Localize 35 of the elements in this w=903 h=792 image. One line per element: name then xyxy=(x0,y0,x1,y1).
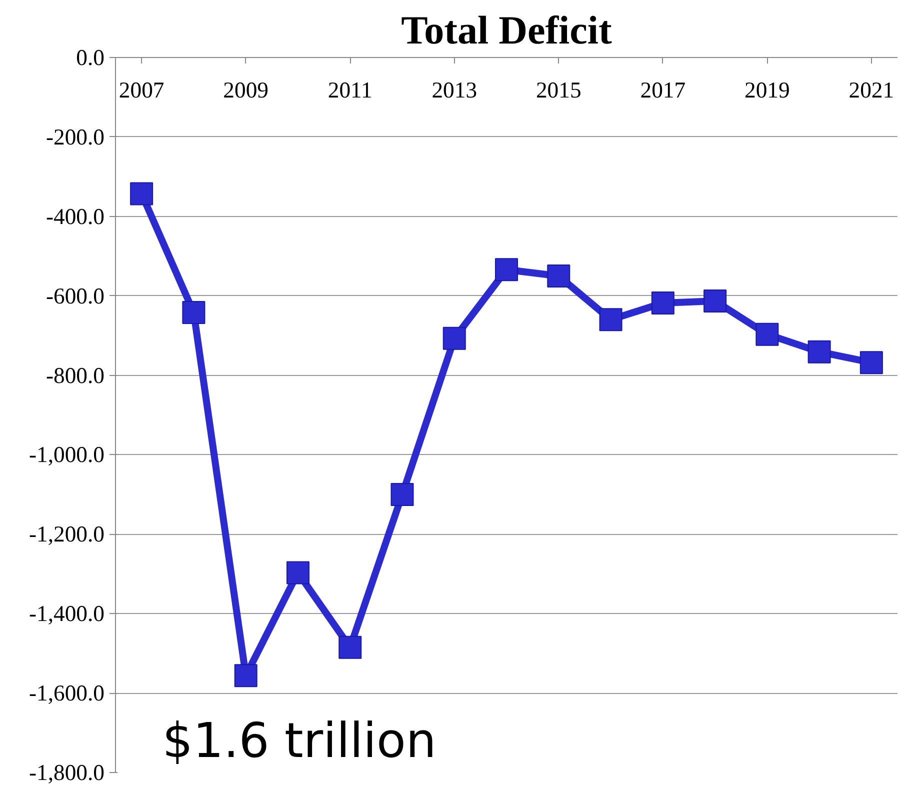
chart-title: Total Deficit xyxy=(401,8,613,52)
x-tick-label: 2013 xyxy=(432,78,478,102)
y-tick-label: 0.0 xyxy=(76,45,105,70)
y-tick-label: -1,600.0 xyxy=(28,680,104,706)
point xyxy=(442,326,466,350)
point xyxy=(704,289,727,312)
x-tick-label: 2011 xyxy=(328,78,372,102)
point xyxy=(756,322,779,346)
point xyxy=(651,291,674,314)
point xyxy=(808,340,831,364)
y-tick-label: -600.0 xyxy=(46,283,105,308)
y-tick-label: -1,800.0 xyxy=(28,760,104,785)
y-tick-label: -400.0 xyxy=(46,204,105,229)
point xyxy=(599,308,622,332)
x-tick-label: 2007 xyxy=(118,78,164,102)
point xyxy=(338,636,362,659)
point xyxy=(390,482,414,506)
x-tick-label: 2015 xyxy=(536,78,582,102)
point xyxy=(547,264,570,288)
point xyxy=(286,561,310,584)
y-tick-label: -200.0 xyxy=(46,124,105,150)
point xyxy=(182,301,206,324)
y-tick-label: -1,400.0 xyxy=(28,601,104,626)
point xyxy=(234,664,258,688)
point xyxy=(130,182,154,206)
x-tick-label: 2021 xyxy=(848,78,894,102)
y-tick-label: -800.0 xyxy=(46,362,105,388)
x-tick-label: 2017 xyxy=(640,78,686,102)
x-tick-label: 2019 xyxy=(744,78,790,102)
point xyxy=(860,351,883,374)
x-tick-label: 2009 xyxy=(223,78,268,102)
y-tick-label: -1,200.0 xyxy=(28,522,104,547)
annotation: $1.6 trillion xyxy=(162,712,436,769)
y-tick-label: -1,000.0 xyxy=(28,442,104,468)
point xyxy=(495,258,518,282)
